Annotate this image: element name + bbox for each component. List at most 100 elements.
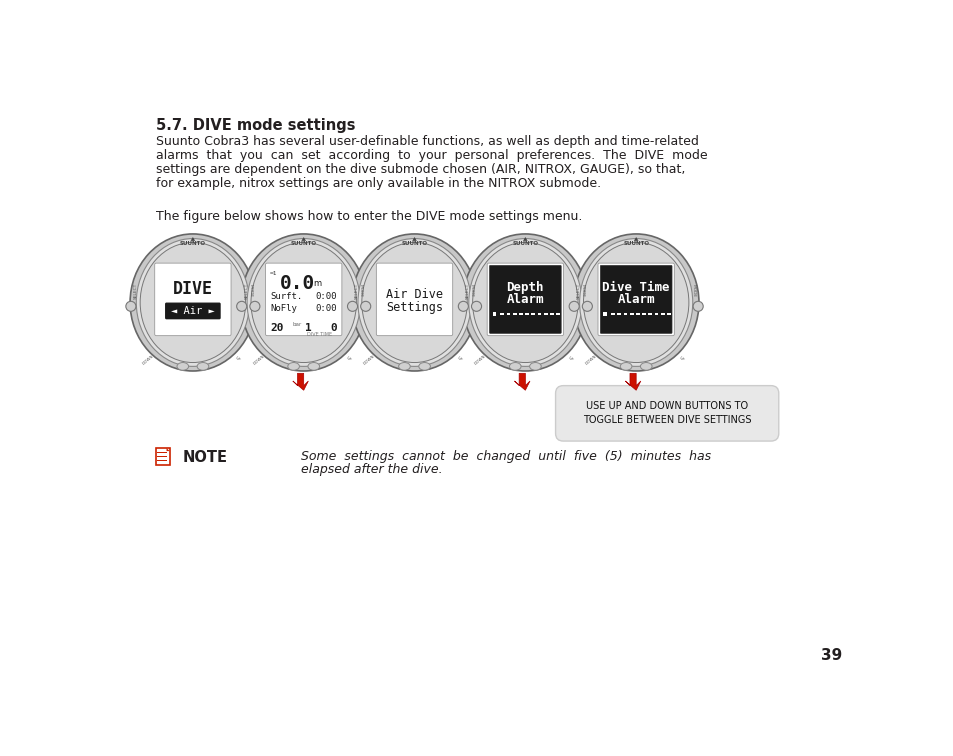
FancyBboxPatch shape	[166, 303, 220, 318]
Text: bar: bar	[293, 321, 302, 327]
Bar	[629, 313, 633, 315]
Bar	[660, 313, 664, 315]
Ellipse shape	[177, 363, 189, 370]
Ellipse shape	[140, 243, 245, 363]
Circle shape	[126, 302, 135, 311]
Text: Settings: Settings	[386, 302, 442, 314]
Text: 0.0: 0.0	[279, 274, 314, 293]
Ellipse shape	[583, 243, 688, 363]
Text: DOWN: DOWN	[474, 354, 486, 365]
Bar	[531, 313, 535, 315]
Ellipse shape	[619, 363, 631, 370]
Text: SUUNTO: SUUNTO	[512, 240, 537, 246]
Bar	[518, 313, 522, 315]
Text: TOGGLE BETWEEN DIVE SETTINGS: TOGGLE BETWEEN DIVE SETTINGS	[582, 414, 751, 425]
Circle shape	[693, 302, 702, 311]
Text: USE UP AND DOWN BUTTONS TO: USE UP AND DOWN BUTTONS TO	[585, 401, 747, 411]
Bar	[492, 311, 496, 316]
Text: SUUNTO: SUUNTO	[401, 240, 427, 246]
Text: DIVE TIME: DIVE TIME	[306, 332, 332, 336]
Bar	[549, 313, 554, 315]
Circle shape	[471, 302, 481, 311]
Text: 0: 0	[330, 323, 336, 333]
Ellipse shape	[357, 239, 471, 367]
Ellipse shape	[241, 234, 366, 371]
Circle shape	[569, 302, 578, 311]
Ellipse shape	[529, 363, 540, 370]
Circle shape	[360, 302, 371, 311]
FancyBboxPatch shape	[599, 265, 671, 333]
Text: The figure below shows how to enter the DIVE mode settings menu.: The figure below shows how to enter the …	[155, 210, 581, 223]
Text: m: m	[314, 278, 321, 287]
Text: MODE: MODE	[248, 284, 252, 297]
FancyBboxPatch shape	[487, 263, 563, 336]
Ellipse shape	[288, 363, 299, 370]
Text: MODE: MODE	[470, 284, 474, 297]
Ellipse shape	[352, 234, 476, 371]
Text: UP: UP	[345, 356, 352, 363]
Text: for example, nitrox settings are only available in the NITROX submode.: for example, nitrox settings are only av…	[155, 177, 600, 190]
Text: 0:00: 0:00	[315, 304, 336, 313]
Text: 1: 1	[305, 323, 312, 333]
Text: Dive Time: Dive Time	[601, 280, 669, 293]
Bar	[636, 313, 639, 315]
Polygon shape	[624, 373, 640, 390]
Text: MODE: MODE	[358, 284, 363, 297]
Text: SUUNTO: SUUNTO	[622, 240, 648, 246]
Text: Some  settings  cannot  be  changed  until  five  (5)  minutes  has: Some settings cannot be changed until fi…	[301, 450, 711, 463]
Bar	[512, 313, 517, 315]
Text: ◄ Air ►: ◄ Air ►	[171, 306, 214, 316]
Text: Surft.: Surft.	[270, 292, 302, 301]
Text: =1: =1	[270, 271, 277, 276]
Ellipse shape	[468, 239, 581, 367]
Text: MODE: MODE	[691, 284, 695, 297]
Text: 39: 39	[821, 648, 841, 663]
Text: settings are dependent on the dive submode chosen (AIR, NITROX, GAUGE), so that,: settings are dependent on the dive submo…	[155, 163, 684, 176]
Ellipse shape	[418, 363, 430, 370]
Bar	[157, 460, 167, 461]
Text: DOWN: DOWN	[252, 354, 265, 365]
Bar	[524, 313, 529, 315]
Bar	[537, 313, 541, 315]
Text: Suunto Cobra3 has several user-definable functions, as well as depth and time-re: Suunto Cobra3 has several user-definable…	[155, 135, 698, 148]
Text: Alarm: Alarm	[506, 293, 543, 306]
Ellipse shape	[361, 243, 467, 363]
FancyBboxPatch shape	[376, 263, 453, 336]
Text: UP: UP	[677, 356, 684, 363]
Text: SELECT: SELECT	[244, 283, 248, 299]
Polygon shape	[412, 237, 416, 241]
FancyBboxPatch shape	[265, 263, 341, 336]
Text: SELECT: SELECT	[133, 283, 137, 299]
Text: DOWN: DOWN	[363, 354, 375, 365]
Ellipse shape	[639, 363, 652, 370]
Text: SELECT: SELECT	[465, 283, 470, 299]
Ellipse shape	[579, 239, 692, 367]
Polygon shape	[301, 237, 306, 241]
Bar	[157, 452, 167, 454]
Text: Alarm: Alarm	[617, 293, 655, 306]
Text: NOTE: NOTE	[183, 451, 228, 465]
Text: NoFly: NoFly	[270, 304, 296, 313]
Text: UP: UP	[566, 356, 573, 363]
Ellipse shape	[308, 363, 319, 370]
Circle shape	[457, 302, 468, 311]
Text: elapsed after the dive.: elapsed after the dive.	[301, 463, 442, 476]
Bar	[543, 313, 547, 315]
FancyBboxPatch shape	[155, 448, 170, 465]
Circle shape	[250, 302, 259, 311]
Circle shape	[581, 302, 592, 311]
Bar	[157, 456, 167, 457]
Text: SELECT: SELECT	[355, 283, 358, 299]
Ellipse shape	[130, 234, 255, 371]
Polygon shape	[522, 237, 527, 241]
Text: UP: UP	[456, 356, 462, 363]
Text: Air Dive: Air Dive	[386, 288, 442, 302]
Text: alarms  that  you  can  set  according  to  your  personal  preferences.  The  D: alarms that you can set according to you…	[155, 149, 706, 163]
Bar	[617, 313, 620, 315]
Text: 0:00: 0:00	[315, 292, 336, 301]
Text: DOWN: DOWN	[141, 354, 154, 365]
Polygon shape	[191, 237, 195, 241]
Bar	[556, 313, 559, 315]
Ellipse shape	[251, 243, 356, 363]
Polygon shape	[167, 448, 170, 451]
